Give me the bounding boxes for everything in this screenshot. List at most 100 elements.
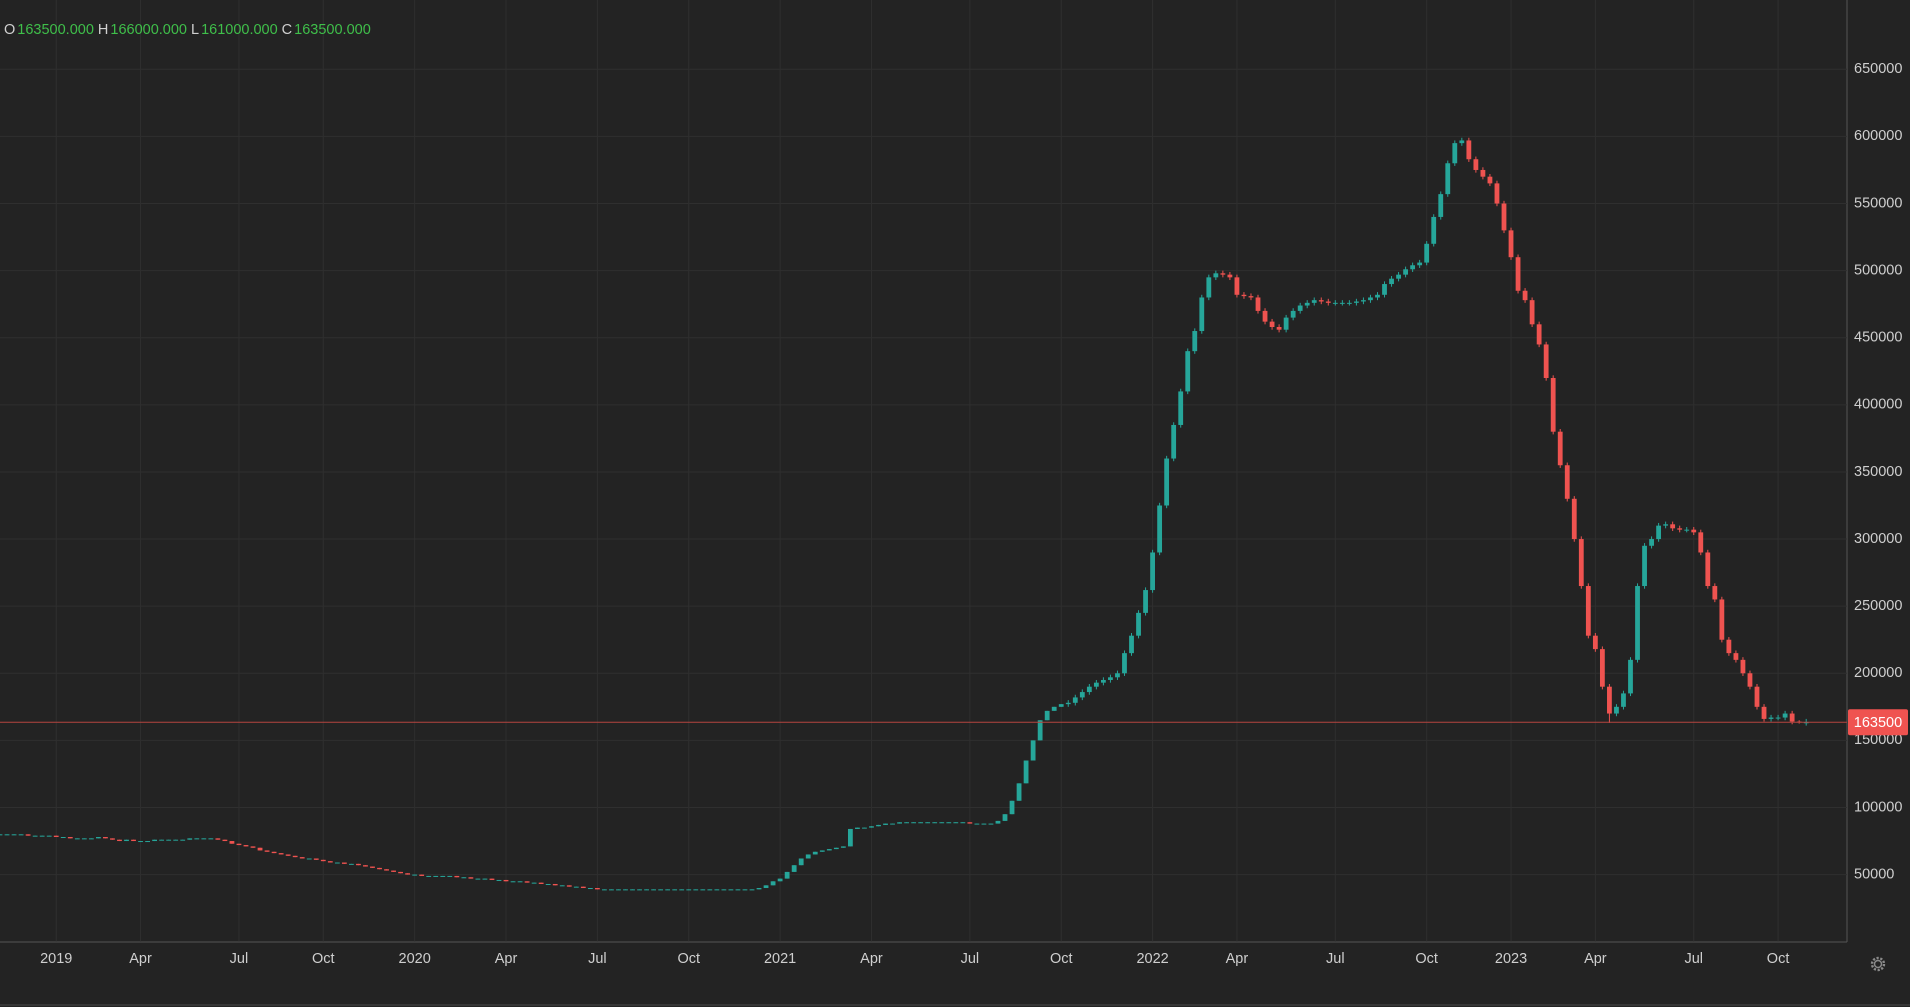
candle-body bbox=[180, 839, 186, 841]
x-tick-label: Apr bbox=[1584, 951, 1607, 967]
candle-body bbox=[1480, 169, 1486, 177]
x-tick-label: Oct bbox=[677, 951, 700, 967]
candle-body bbox=[833, 847, 839, 850]
candle-body bbox=[1072, 697, 1078, 703]
candle-body bbox=[1628, 659, 1633, 694]
candle-body bbox=[939, 822, 945, 824]
candle-body bbox=[370, 866, 375, 868]
candle-body bbox=[1410, 265, 1416, 270]
candle-body bbox=[1199, 297, 1205, 332]
candle-body bbox=[974, 823, 980, 825]
candle-body bbox=[777, 878, 783, 882]
candle-body bbox=[194, 838, 200, 840]
candle-body bbox=[131, 839, 136, 842]
candle-body bbox=[363, 865, 368, 867]
candle-body bbox=[510, 881, 516, 883]
candle-body bbox=[1206, 277, 1212, 298]
candle-body bbox=[124, 839, 129, 842]
candle-body bbox=[236, 843, 242, 846]
y-tick-label: 250000 bbox=[1854, 598, 1902, 614]
x-tick-label: 2023 bbox=[1495, 951, 1527, 967]
candle-body bbox=[1129, 635, 1134, 654]
candle-body bbox=[243, 845, 249, 847]
candle-body bbox=[918, 822, 924, 824]
candle-body bbox=[398, 871, 403, 874]
x-tick-label: Jul bbox=[961, 951, 980, 967]
candle-body bbox=[559, 885, 565, 887]
candle-body bbox=[826, 849, 832, 851]
candle-body bbox=[1656, 525, 1662, 540]
candle-body bbox=[60, 837, 66, 839]
candle-body bbox=[110, 838, 115, 840]
candle-body bbox=[74, 838, 80, 840]
candle-body bbox=[1621, 693, 1626, 707]
x-tick-label: 2019 bbox=[40, 951, 72, 967]
candle-body bbox=[644, 889, 649, 891]
ohlc-legend: O 163500.000 H 166000.000 L 161000.000 C 163500… bbox=[4, 22, 375, 38]
candle-body bbox=[1670, 524, 1676, 529]
candle-body bbox=[524, 881, 530, 883]
candle-body bbox=[1382, 284, 1387, 295]
candle-body bbox=[292, 855, 298, 858]
x-tick-label: Oct bbox=[1050, 951, 1073, 967]
candle-body bbox=[700, 889, 706, 891]
candle-body bbox=[95, 837, 101, 839]
candle-body bbox=[1178, 391, 1184, 425]
candle-body bbox=[426, 875, 432, 877]
candle-body bbox=[897, 822, 902, 824]
ohlc-key: O bbox=[4, 22, 16, 38]
candle-body bbox=[672, 889, 678, 891]
x-tick-label: Jul bbox=[1326, 951, 1345, 967]
candle-body bbox=[981, 823, 987, 825]
candle-body bbox=[819, 850, 825, 852]
candle-body bbox=[840, 846, 846, 848]
candle-body bbox=[1599, 649, 1605, 687]
candle-body bbox=[1346, 302, 1352, 304]
candle-body bbox=[1494, 183, 1500, 204]
candle-body bbox=[1108, 677, 1113, 680]
candle-body bbox=[1375, 294, 1380, 298]
candle-body bbox=[1515, 257, 1521, 291]
candle-body bbox=[1691, 529, 1697, 533]
settings-icon[interactable] bbox=[1870, 956, 1886, 972]
candle-body bbox=[0, 834, 3, 836]
candle-body bbox=[566, 885, 572, 887]
candle-body bbox=[468, 877, 474, 879]
candle-body bbox=[257, 847, 263, 851]
candle-body bbox=[1487, 176, 1493, 184]
candle-body bbox=[1227, 274, 1233, 278]
candle-body bbox=[552, 883, 558, 886]
candle-body bbox=[1304, 302, 1310, 306]
candle-body bbox=[1585, 586, 1591, 636]
ohlc-value: 163500.000 bbox=[294, 22, 371, 38]
candle-body bbox=[1529, 300, 1535, 325]
candle-body bbox=[1136, 612, 1141, 636]
candle-body bbox=[1389, 278, 1394, 285]
x-tick-label: Oct bbox=[312, 951, 335, 967]
candle-body bbox=[334, 862, 340, 864]
candle-body bbox=[693, 889, 699, 891]
candle-body bbox=[904, 822, 910, 824]
candle-body bbox=[1789, 713, 1795, 722]
candle-body bbox=[1065, 702, 1071, 705]
candle-body bbox=[1712, 586, 1718, 600]
candle-body bbox=[1677, 528, 1683, 530]
candle-body bbox=[1726, 639, 1732, 654]
candle-body bbox=[377, 867, 382, 870]
candle-body bbox=[1607, 686, 1612, 714]
candles bbox=[0, 137, 1809, 891]
candle-body bbox=[988, 823, 994, 825]
candle-body bbox=[1543, 344, 1549, 378]
candle-body bbox=[1269, 321, 1275, 327]
y-tick-label: 300000 bbox=[1854, 531, 1902, 547]
candle-body bbox=[756, 888, 762, 890]
candle-body bbox=[1747, 673, 1753, 687]
candle-body bbox=[862, 827, 867, 829]
y-tick-label: 350000 bbox=[1854, 464, 1902, 480]
candle-body bbox=[876, 824, 881, 827]
candle-body bbox=[784, 871, 790, 879]
candle-body bbox=[1171, 424, 1177, 459]
candle-body bbox=[1276, 326, 1282, 330]
candle-body bbox=[278, 853, 284, 855]
